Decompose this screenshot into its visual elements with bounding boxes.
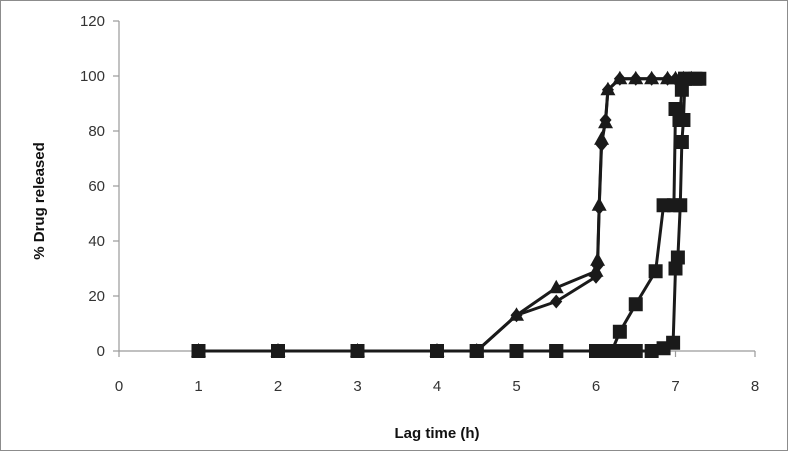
x-tick-label: 6 xyxy=(592,378,600,395)
series-4 xyxy=(191,71,703,358)
series-line xyxy=(198,77,692,353)
series-2 xyxy=(191,70,699,357)
data-point-square xyxy=(673,198,688,213)
y-tick-label: 100 xyxy=(80,68,105,85)
data-point-square xyxy=(644,344,659,358)
y-tick-label: 0 xyxy=(97,343,105,360)
tick-labels: 0 20 40 60 80 100 120 0 1 2 3 4 5 6 7 8 xyxy=(80,13,759,395)
data-point-square xyxy=(549,344,564,358)
data-point-square xyxy=(688,71,703,86)
data-point-square xyxy=(589,344,603,358)
series-3 xyxy=(191,71,707,358)
data-point-square xyxy=(612,324,627,339)
x-axis-title: Lag time (h) xyxy=(395,425,480,442)
y-tick-label: 40 xyxy=(88,233,105,250)
x-tick-label: 0 xyxy=(115,378,123,395)
y-tick-label: 20 xyxy=(88,288,105,305)
data-point-triangle xyxy=(588,263,604,277)
x-tick-label: 4 xyxy=(433,378,441,395)
data-point-square xyxy=(628,344,643,358)
y-axis-title: % Drug released xyxy=(31,142,48,260)
data-point-triangle xyxy=(548,279,564,294)
data-point-square xyxy=(670,250,685,265)
y-tick-label: 120 xyxy=(80,13,105,30)
data-point-triangle xyxy=(591,197,607,211)
data-point-triangle xyxy=(590,252,606,266)
series-layer xyxy=(191,70,707,358)
data-point-square xyxy=(666,335,681,350)
x-tick-label: 2 xyxy=(274,378,282,395)
axes xyxy=(113,20,756,357)
data-point-square xyxy=(430,344,444,358)
data-point-triangle xyxy=(612,70,628,85)
data-point-square xyxy=(509,344,524,358)
data-point-diamond xyxy=(550,294,563,309)
data-point-triangle xyxy=(594,131,610,145)
y-tick-label: 60 xyxy=(88,178,105,195)
series-line xyxy=(198,77,696,353)
series-line xyxy=(198,77,692,353)
x-tick-label: 3 xyxy=(353,378,361,395)
data-point-triangle xyxy=(644,70,660,85)
series-line xyxy=(198,77,700,353)
data-point-square xyxy=(676,113,691,127)
data-point-triangle xyxy=(598,114,614,129)
data-point-square xyxy=(668,102,683,116)
x-tick-label: 8 xyxy=(751,378,759,395)
data-point-square xyxy=(191,344,206,358)
y-tick-label: 80 xyxy=(88,123,105,140)
x-tick-label: 7 xyxy=(671,378,679,395)
x-tick-label: 1 xyxy=(194,378,202,395)
data-point-square xyxy=(271,344,285,358)
data-point-square xyxy=(350,344,365,358)
data-point-triangle xyxy=(600,81,616,96)
data-point-square xyxy=(648,264,663,279)
data-point-triangle xyxy=(628,70,644,85)
data-point-square xyxy=(674,135,689,149)
x-tick-label: 5 xyxy=(512,378,520,395)
data-point-square xyxy=(668,261,683,276)
data-point-triangle xyxy=(509,307,524,321)
data-point-square xyxy=(628,297,643,312)
data-point-square xyxy=(469,344,484,358)
series-1 xyxy=(192,71,698,358)
